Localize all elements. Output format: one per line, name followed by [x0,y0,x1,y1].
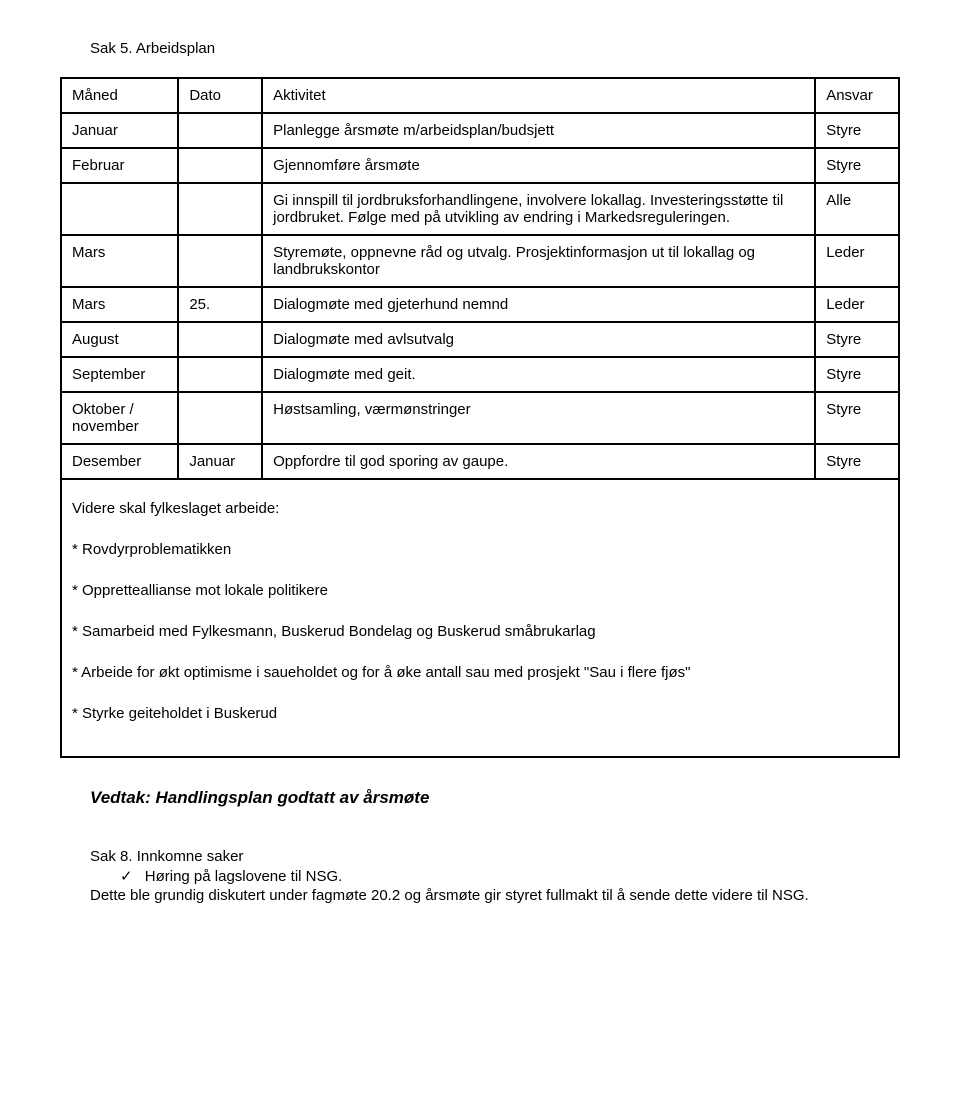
cell-maned: August [61,322,178,357]
sak8-head: Sak 8. Innkomne saker [90,848,900,865]
after-item: * Arbeide for økt optimisme i saueholdet… [72,664,888,681]
after-intro: Videre skal fylkeslaget arbeide: [72,500,888,517]
cell-dato: Januar [178,444,262,479]
cell-ansvar: Styre [815,357,899,392]
cell-maned: Januar [61,113,178,148]
table-row: Desember Januar Oppfordre til god sporin… [61,444,899,479]
cell-maned [61,183,178,235]
cell-aktivitet: Dialogmøte med avlsutvalg [262,322,815,357]
cell-maned: Februar [61,148,178,183]
cell-maned: Desember [61,444,178,479]
table-row: August Dialogmøte med avlsutvalg Styre [61,322,899,357]
cell-maned: Mars [61,235,178,287]
cell-dato [178,183,262,235]
cell-ansvar: Styre [815,148,899,183]
table-row: Gi innspill til jordbruksforhandlingene,… [61,183,899,235]
cell-aktivitet: Gjennomføre årsmøte [262,148,815,183]
table-row: Februar Gjennomføre årsmøte Styre [61,148,899,183]
cell-aktivitet: Oppfordre til god sporing av gaupe. [262,444,815,479]
cell-ansvar: Styre [815,444,899,479]
check-icon: ✓ [120,868,133,885]
cell-dato [178,235,262,287]
col-maned: Måned [61,78,178,113]
vedtak-line: Vedtak: Handlingsplan godtatt av årsmøte [90,788,900,808]
col-dato: Dato [178,78,262,113]
col-ansvar: Ansvar [815,78,899,113]
table-row: Oktober / november Høstsamling, værmønst… [61,392,899,444]
after-item: * Oppretteallianse mot lokale politikere [72,582,888,599]
cell-maned: September [61,357,178,392]
cell-ansvar: Leder [815,235,899,287]
cell-aktivitet: Dialogmøte med gjeterhund nemnd [262,287,815,322]
cell-aktivitet: Høstsamling, værmønstringer [262,392,815,444]
sak8-desc: Dette ble grundig diskutert under fagmøt… [90,887,900,904]
after-item: * Rovdyrproblematikken [72,541,888,558]
cell-maned: Oktober / november [61,392,178,444]
page-title: Sak 5. Arbeidsplan [60,40,900,57]
table-row: Mars 25. Dialogmøte med gjeterhund nemnd… [61,287,899,322]
table-row: September Dialogmøte med geit. Styre [61,357,899,392]
cell-dato: 25. [178,287,262,322]
cell-dato [178,148,262,183]
cell-dato [178,392,262,444]
cell-ansvar: Styre [815,322,899,357]
sak8-section: Sak 8. Innkomne saker ✓ Høring på lagslo… [90,848,900,904]
cell-aktivitet: Dialogmøte med geit. [262,357,815,392]
cell-maned: Mars [61,287,178,322]
cell-aktivitet: Gi innspill til jordbruksforhandlingene,… [262,183,815,235]
cell-aktivitet: Styremøte, oppnevne råd og utvalg. Prosj… [262,235,815,287]
table-row: Mars Styremøte, oppnevne råd og utvalg. … [61,235,899,287]
table-row: Januar Planlegge årsmøte m/arbeidsplan/b… [61,113,899,148]
table-after-row: Videre skal fylkeslaget arbeide: * Rovdy… [61,479,899,757]
sak8-check-line: ✓ Høring på lagslovene til NSG. [120,867,900,885]
cell-dato [178,113,262,148]
table-header-row: Måned Dato Aktivitet Ansvar [61,78,899,113]
after-item: * Styrke geiteholdet i Buskerud [72,705,888,722]
cell-aktivitet: Planlegge årsmøte m/arbeidsplan/budsjett [262,113,815,148]
sak8-check-text: Høring på lagslovene til NSG. [145,868,343,885]
after-item: * Samarbeid med Fylkesmann, Buskerud Bon… [72,623,888,640]
col-aktivitet: Aktivitet [262,78,815,113]
cell-dato [178,357,262,392]
cell-dato [178,322,262,357]
cell-ansvar: Alle [815,183,899,235]
cell-ansvar: Leder [815,287,899,322]
arbeidsplan-table: Måned Dato Aktivitet Ansvar Januar Planl… [60,77,900,758]
cell-ansvar: Styre [815,113,899,148]
cell-ansvar: Styre [815,392,899,444]
after-section: Videre skal fylkeslaget arbeide: * Rovdy… [61,479,899,757]
